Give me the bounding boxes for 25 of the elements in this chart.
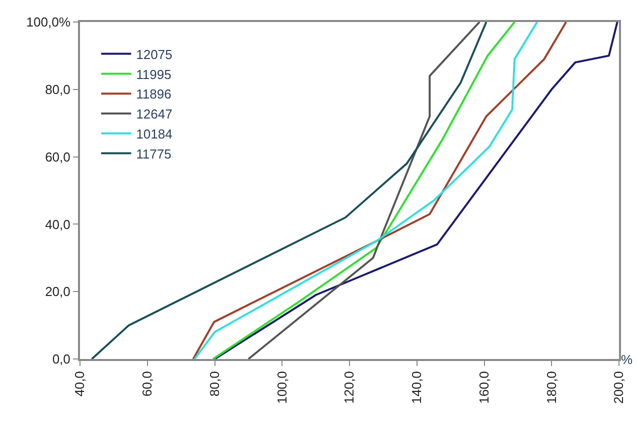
y-tick-label: 40,0 xyxy=(45,216,70,232)
legend-label: 11775 xyxy=(136,146,172,162)
legend-label: 11995 xyxy=(136,66,172,82)
x-tick-label: 180,0 xyxy=(544,371,559,404)
line-series xyxy=(247,22,481,359)
legend-label: 10184 xyxy=(136,126,172,142)
x-tick-label: 80,0 xyxy=(206,371,222,397)
x-axis-title: % xyxy=(621,352,633,367)
line-series xyxy=(214,22,618,359)
legend-label: 12075 xyxy=(136,46,172,62)
y-tick-label: 80,0 xyxy=(45,82,70,97)
y-tick-label: 60,0 xyxy=(45,149,70,164)
legend-label: 12647 xyxy=(136,106,172,122)
y-tick-label: 20,0 xyxy=(45,284,70,300)
x-tick-label: 120,0 xyxy=(342,371,357,404)
line-series xyxy=(90,22,488,359)
x-tick-label: 100,0 xyxy=(274,371,290,404)
x-tick-label: 60,0 xyxy=(140,371,155,397)
y-tick-label: 100,0% xyxy=(26,14,71,30)
x-tick-label: 160,0 xyxy=(476,371,492,404)
x-tick-label: 40,0 xyxy=(72,371,88,397)
x-tick-label: 140,0 xyxy=(409,371,424,404)
y-tick-label: 0,0 xyxy=(52,352,70,367)
legend-label: 11896 xyxy=(136,86,172,102)
x-tick-label: 200,0 xyxy=(611,371,626,404)
